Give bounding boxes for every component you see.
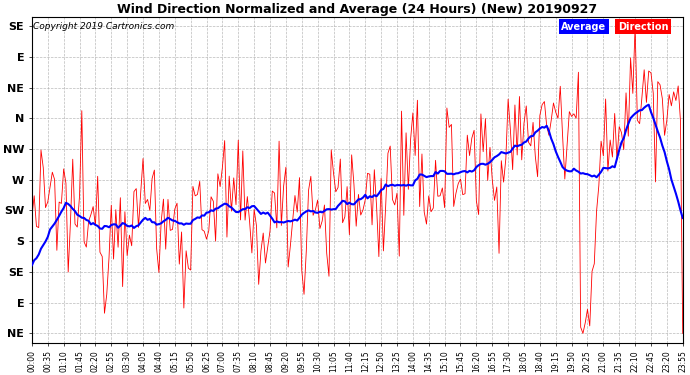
- Text: Average: Average: [561, 22, 606, 32]
- Text: Copyright 2019 Cartronics.com: Copyright 2019 Cartronics.com: [33, 22, 175, 31]
- Title: Wind Direction Normalized and Average (24 Hours) (New) 20190927: Wind Direction Normalized and Average (2…: [117, 3, 598, 16]
- Text: Direction: Direction: [618, 22, 668, 32]
